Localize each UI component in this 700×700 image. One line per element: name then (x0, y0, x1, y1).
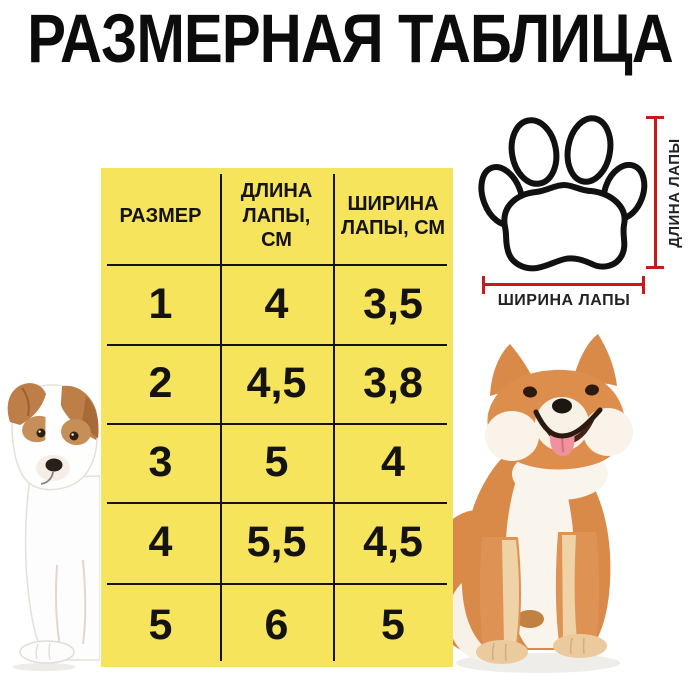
table-divider (107, 344, 447, 346)
length-measure-line (654, 117, 657, 268)
jack-russell-photo (7, 383, 100, 671)
page-title: РАЗМЕРНАЯ ТАБЛИЦА (27, 0, 673, 77)
size-table: РАЗМЕР ДЛИНА ЛАПЫ, СМ ШИРИНА ЛАПЫ, СМ 1 … (101, 168, 453, 667)
length-measure-cap (646, 116, 664, 119)
dog-paw (476, 640, 528, 664)
dog-eye (36, 428, 46, 438)
dog-eye (585, 384, 599, 396)
paw-pad (501, 182, 628, 272)
col-header-paw-length: ДЛИНА ЛАПЫ, СМ (240, 180, 313, 252)
paw-toe (564, 115, 614, 185)
dog-smile (533, 407, 603, 439)
paw-length-label: ДЛИНА ЛАПЫ (666, 138, 683, 248)
cell-size: 4 (148, 518, 173, 566)
table-divider (107, 264, 447, 266)
dog-ear-left (7, 383, 47, 425)
cell-width: 5 (381, 600, 405, 649)
length-measure-cap (646, 266, 664, 269)
table-divider (333, 174, 335, 661)
dog-shadow (12, 663, 76, 671)
cell-size: 3 (148, 438, 173, 486)
dog-eye (523, 386, 537, 398)
table-divider (107, 423, 447, 425)
cell-length: 5 (264, 438, 289, 486)
paw-print-diagram (478, 115, 648, 272)
cell-length: 4 (264, 279, 289, 328)
paw-toe (508, 117, 560, 187)
width-measure-cap (482, 276, 485, 294)
cell-width: 4,5 (363, 518, 423, 566)
cell-length: 6 (264, 600, 289, 649)
shiba-inu-photo (450, 334, 633, 673)
table-divider (107, 583, 447, 585)
paw-width-label: ШИРИНА ЛАПЫ (497, 292, 631, 309)
cell-length: 4,5 (246, 359, 307, 407)
width-measure-line (483, 283, 645, 286)
col-header-paw-width: ШИРИНА ЛАПЫ, СМ (340, 192, 446, 239)
dog-nose (45, 458, 63, 472)
cell-width: 4 (381, 438, 405, 486)
cell-length: 5,5 (246, 518, 307, 566)
dog-paw (553, 634, 607, 658)
dog-eye (69, 431, 79, 441)
cell-width: 3,5 (363, 279, 423, 328)
table-divider (220, 174, 222, 661)
cell-size: 1 (148, 279, 173, 328)
dog-nose (552, 398, 572, 414)
cell-size: 5 (148, 600, 173, 649)
col-header-size: РАЗМЕР (119, 204, 202, 227)
cell-width: 3,8 (363, 359, 423, 407)
table-divider (107, 502, 447, 504)
cell-size: 2 (148, 359, 173, 407)
width-measure-cap (642, 276, 645, 294)
